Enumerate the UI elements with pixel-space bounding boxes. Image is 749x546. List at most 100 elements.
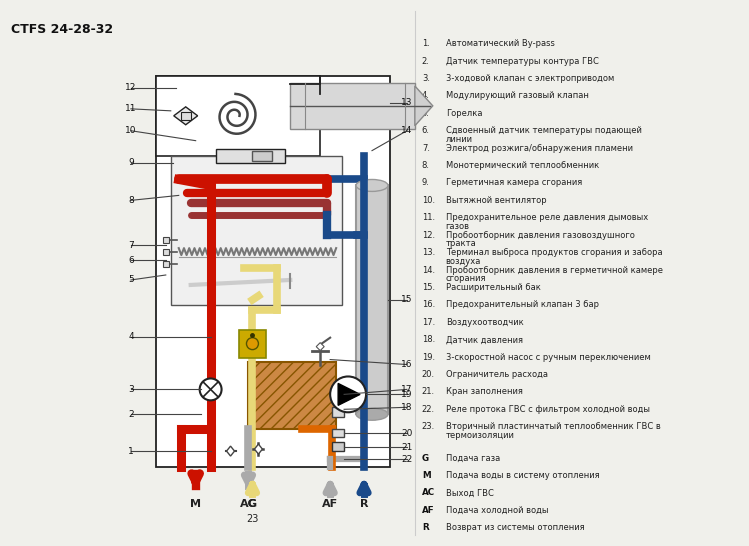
Text: 1.: 1. bbox=[422, 39, 430, 48]
Bar bbox=[291, 83, 415, 129]
Text: 17: 17 bbox=[401, 385, 413, 394]
Text: 20.: 20. bbox=[422, 370, 435, 379]
Text: 19.: 19. bbox=[422, 353, 435, 361]
Text: Предохранительное реле давления дымовых: Предохранительное реле давления дымовых bbox=[446, 213, 648, 222]
Text: 8.: 8. bbox=[422, 161, 430, 170]
Text: 2: 2 bbox=[128, 410, 134, 419]
Text: Терминал выброса продуктов сгорания и забора: Терминал выброса продуктов сгорания и за… bbox=[446, 248, 662, 257]
Ellipse shape bbox=[356, 408, 388, 420]
Text: Расширительный бак: Расширительный бак bbox=[446, 283, 541, 292]
Text: 9: 9 bbox=[128, 158, 134, 167]
Text: 19: 19 bbox=[401, 390, 413, 399]
Text: G: G bbox=[422, 454, 429, 462]
Text: 16: 16 bbox=[401, 360, 413, 369]
Text: 7.: 7. bbox=[422, 144, 430, 153]
Text: R: R bbox=[422, 523, 428, 532]
Text: 23.: 23. bbox=[422, 422, 435, 431]
Text: 5: 5 bbox=[128, 276, 134, 284]
Text: сгорания: сгорания bbox=[446, 274, 486, 283]
Text: 3: 3 bbox=[128, 385, 134, 394]
Text: 3-скоростной насос с ручным переключением: 3-скоростной насос с ручным переключение… bbox=[446, 353, 650, 361]
Text: 4: 4 bbox=[128, 332, 134, 341]
Text: 23: 23 bbox=[246, 514, 258, 524]
Text: 6.: 6. bbox=[422, 126, 430, 135]
Text: Пробоотборник давления газовоздушного: Пробоотборник давления газовоздушного bbox=[446, 231, 634, 240]
Text: AF: AF bbox=[322, 499, 339, 509]
Text: Герметичная камера сгорания: Герметичная камера сгорания bbox=[446, 179, 582, 187]
Bar bbox=[356, 186, 388, 414]
Text: Подача холодной воды: Подача холодной воды bbox=[446, 506, 548, 515]
Polygon shape bbox=[255, 444, 262, 454]
Circle shape bbox=[200, 378, 222, 400]
Text: Воздухоотводчик: Воздухоотводчик bbox=[446, 318, 524, 327]
Text: Датчик температуры контура ГВС: Датчик температуры контура ГВС bbox=[446, 57, 598, 66]
Text: 1: 1 bbox=[128, 447, 134, 455]
Circle shape bbox=[330, 377, 366, 412]
Text: 18.: 18. bbox=[422, 335, 435, 344]
Bar bbox=[171, 156, 342, 305]
Text: тракта: тракта bbox=[446, 239, 476, 248]
Polygon shape bbox=[226, 446, 234, 456]
Bar bbox=[249, 361, 336, 429]
Text: 10.: 10. bbox=[422, 196, 435, 205]
Text: Выход ГВС: Выход ГВС bbox=[446, 489, 494, 497]
Text: Подача воды в систему отопления: Подача воды в систему отопления bbox=[446, 471, 599, 480]
Text: 15: 15 bbox=[401, 295, 413, 304]
Bar bbox=[216, 149, 285, 163]
Text: 4.: 4. bbox=[422, 91, 430, 100]
Text: термоизоляции: термоизоляции bbox=[446, 431, 515, 440]
Polygon shape bbox=[415, 86, 433, 126]
Text: Пробоотборник давления в герметичной камере: Пробоотборник давления в герметичной кам… bbox=[446, 265, 663, 275]
Bar bbox=[163, 249, 169, 255]
Bar bbox=[156, 76, 321, 156]
Bar bbox=[163, 237, 169, 243]
Text: Электрод розжига/обнаружения пламени: Электрод розжига/обнаружения пламени bbox=[446, 144, 633, 153]
Text: 14: 14 bbox=[401, 126, 413, 135]
Text: 10: 10 bbox=[125, 126, 136, 135]
Text: 5.: 5. bbox=[422, 109, 430, 118]
Text: AC: AC bbox=[422, 489, 435, 497]
Text: Датчик давления: Датчик давления bbox=[446, 335, 523, 344]
Text: Горелка: Горелка bbox=[446, 109, 482, 118]
Bar bbox=[252, 151, 273, 161]
Text: 7: 7 bbox=[128, 241, 134, 250]
Text: 9.: 9. bbox=[422, 179, 430, 187]
Text: 17.: 17. bbox=[422, 318, 435, 327]
Text: CTFS 24-28-32: CTFS 24-28-32 bbox=[11, 23, 114, 36]
Text: 21.: 21. bbox=[422, 388, 435, 396]
Text: 11.: 11. bbox=[422, 213, 435, 222]
Text: 8: 8 bbox=[128, 196, 134, 205]
Text: Модулирующий газовый клапан: Модулирующий газовый клапан bbox=[446, 91, 589, 100]
Bar bbox=[238, 330, 267, 358]
Bar bbox=[181, 112, 191, 120]
Text: 22: 22 bbox=[401, 455, 413, 464]
Text: R: R bbox=[360, 499, 369, 509]
Bar bbox=[332, 407, 344, 417]
Text: 16.: 16. bbox=[422, 300, 435, 310]
Text: 2.: 2. bbox=[422, 57, 430, 66]
Text: AF: AF bbox=[422, 506, 434, 515]
Text: Вытяжной вентилятор: Вытяжной вентилятор bbox=[446, 196, 546, 205]
Text: 18: 18 bbox=[401, 403, 413, 412]
Text: 21: 21 bbox=[401, 443, 413, 452]
Text: Предохранительный клапан 3 бар: Предохранительный клапан 3 бар bbox=[446, 300, 598, 310]
Text: 13: 13 bbox=[401, 98, 413, 108]
Text: линии: линии bbox=[446, 135, 473, 144]
Text: Монотермический теплообменник: Монотермический теплообменник bbox=[446, 161, 599, 170]
Circle shape bbox=[246, 337, 258, 349]
Text: 20: 20 bbox=[401, 429, 413, 438]
Polygon shape bbox=[174, 107, 198, 124]
Text: 3-ходовой клапан с электроприводом: 3-ходовой клапан с электроприводом bbox=[446, 74, 614, 83]
Text: G: G bbox=[248, 499, 257, 509]
Bar bbox=[163, 261, 169, 267]
Text: M: M bbox=[422, 471, 431, 480]
Ellipse shape bbox=[356, 180, 388, 192]
Text: 11: 11 bbox=[125, 104, 136, 114]
Bar bbox=[332, 442, 344, 451]
Text: 14.: 14. bbox=[422, 265, 435, 275]
Text: воздуха: воздуха bbox=[446, 257, 481, 265]
Text: Возврат из системы отопления: Возврат из системы отопления bbox=[446, 523, 584, 532]
Text: 13.: 13. bbox=[422, 248, 435, 257]
Polygon shape bbox=[338, 383, 360, 405]
Text: газов: газов bbox=[446, 222, 470, 231]
